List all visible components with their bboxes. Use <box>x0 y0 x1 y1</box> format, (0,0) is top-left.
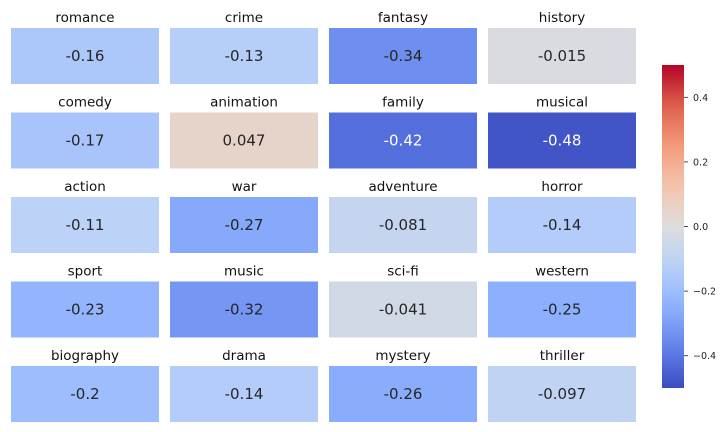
heatmap-cell-war <box>170 197 318 253</box>
cell-value-musical: -0.48 <box>543 132 582 150</box>
heatmap-cell-adventure <box>329 197 477 253</box>
cell-value-horror: -0.14 <box>543 216 582 234</box>
panel-music: music -0.32 <box>170 264 318 338</box>
panel-adventure: adventure -0.081 <box>329 179 477 253</box>
panel-title-action: action <box>64 179 106 195</box>
panel-thriller: thriller -0.097 <box>488 348 636 422</box>
panel-title-fantasy: fantasy <box>378 10 428 26</box>
panel-horror: horror -0.14 <box>488 179 636 253</box>
cell-value-thriller: -0.097 <box>538 385 586 403</box>
panel-title-war: war <box>232 179 257 195</box>
colorbar-tick-label: 0.2 <box>693 157 708 168</box>
panel-title-family: family <box>382 95 424 111</box>
colorbar: 0.4 0.2 0.0 −0.2 −0.4 <box>662 65 716 388</box>
cell-value-animation: 0.047 <box>223 132 266 150</box>
heatmap-cell-musical <box>488 112 636 169</box>
panel-title-biography: biography <box>51 348 119 364</box>
heatmap-cell-animation <box>170 112 318 169</box>
heatmap-cell-thriller <box>488 366 636 422</box>
panel-title-musical: musical <box>536 95 588 111</box>
panel-biography: biography -0.2 <box>11 348 159 422</box>
panel-romance: romance -0.16 <box>11 10 159 84</box>
heatmap-cell-family <box>329 112 477 169</box>
panel-sport: sport -0.23 <box>11 264 159 338</box>
heatmap-cell-romance <box>11 28 159 84</box>
cell-value-western: -0.25 <box>543 301 582 319</box>
heatmap-cell-crime <box>170 28 318 84</box>
cell-value-history: -0.015 <box>538 47 586 65</box>
panel-title-music: music <box>224 264 264 280</box>
heatmap-cell-sport <box>11 281 159 338</box>
cell-value-biography: -0.2 <box>70 385 99 403</box>
panel-animation: animation 0.047 <box>170 95 318 169</box>
panel-title-western: western <box>535 264 589 280</box>
cell-value-family: -0.42 <box>384 132 423 150</box>
panel-fantasy: fantasy -0.34 <box>329 10 477 84</box>
panel-action: action -0.11 <box>11 179 159 253</box>
panel-title-thriller: thriller <box>540 348 585 364</box>
panel-drama: drama -0.14 <box>170 348 318 422</box>
colorbar-tick-label: 0.4 <box>693 93 708 104</box>
cell-value-sport: -0.23 <box>66 301 105 319</box>
colorbar-tick-label: 0.0 <box>693 222 708 233</box>
panel-western: western -0.25 <box>488 264 636 338</box>
panel-musical: musical -0.48 <box>488 95 636 169</box>
colorbar-gradient <box>662 65 684 388</box>
cell-value-adventure: -0.081 <box>379 216 427 234</box>
cell-value-romance: -0.16 <box>66 47 105 65</box>
cell-value-mystery: -0.26 <box>384 385 423 403</box>
heatmap-cell-sci-fi <box>329 281 477 338</box>
panel-title-history: history <box>539 10 585 26</box>
heatmap-cell-drama <box>170 366 318 422</box>
heatmap-cell-fantasy <box>329 28 477 84</box>
panel-family: family -0.42 <box>329 95 477 169</box>
heatmap-cell-action <box>11 197 159 253</box>
colorbar-tick-label: −0.4 <box>693 351 716 362</box>
panel-title-sci-fi: sci-fi <box>387 264 419 280</box>
panel-title-adventure: adventure <box>368 179 437 195</box>
cell-value-music: -0.32 <box>225 301 264 319</box>
heatmap-cell-western <box>488 281 636 338</box>
heatmap-panels: romance -0.16 crime -0.13 fantasy -0.34 histor… <box>11 10 636 422</box>
panel-title-sport: sport <box>68 264 103 280</box>
heatmap-cell-biography <box>11 366 159 422</box>
panel-sci-fi: sci-fi -0.041 <box>329 264 477 338</box>
heatmap-cell-music <box>170 281 318 338</box>
panel-history: history -0.015 <box>488 10 636 84</box>
cell-value-action: -0.11 <box>66 216 105 234</box>
heatmap-cell-mystery <box>329 366 477 422</box>
panel-title-comedy: comedy <box>58 95 112 111</box>
cell-value-fantasy: -0.34 <box>384 47 423 65</box>
panel-crime: crime -0.13 <box>170 10 318 84</box>
heatmap-cell-comedy <box>11 112 159 169</box>
cell-value-sci-fi: -0.041 <box>379 301 427 319</box>
heatmap-cell-history <box>488 28 636 84</box>
cell-value-drama: -0.14 <box>225 385 264 403</box>
cell-value-war: -0.27 <box>225 216 264 234</box>
colorbar-tick-label: −0.2 <box>693 287 716 298</box>
panel-title-drama: drama <box>222 348 266 364</box>
panel-title-romance: romance <box>55 10 114 26</box>
cell-value-comedy: -0.17 <box>66 132 105 150</box>
panel-war: war -0.27 <box>170 179 318 253</box>
panel-comedy: comedy -0.17 <box>11 95 159 169</box>
panel-mystery: mystery -0.26 <box>329 348 477 422</box>
panel-title-crime: crime <box>225 10 263 26</box>
panel-title-animation: animation <box>210 95 278 111</box>
cell-value-crime: -0.13 <box>225 47 264 65</box>
panel-title-mystery: mystery <box>375 348 430 364</box>
panel-title-horror: horror <box>541 179 583 195</box>
colorbar-ticks: 0.4 0.2 0.0 −0.2 −0.4 <box>684 93 716 362</box>
heatmap-cell-horror <box>488 197 636 253</box>
